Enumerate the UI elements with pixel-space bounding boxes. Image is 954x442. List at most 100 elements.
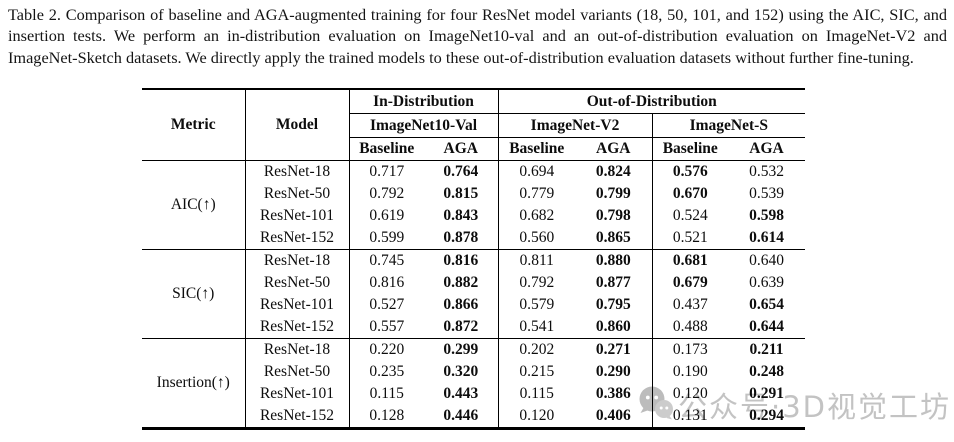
group-header-in-distribution: In-Distribution (348, 89, 498, 114)
value-cell: 0.717 (348, 160, 424, 183)
metric-block: AIC(↑) ResNet-18 0.717 0.764 0.694 0.824 0.576… (142, 160, 805, 250)
value-cell: 0.681 (651, 249, 728, 272)
value-cell: 0.670 (651, 183, 728, 205)
sub-header-aga: AGA (443, 140, 478, 157)
value-cell: 0.202 (497, 338, 575, 361)
value-cell: 0.386 (595, 385, 631, 402)
model-cell: ResNet-152 (244, 405, 349, 429)
table-row: ResNet-50 0.816 0.882 0.792 0.877 0.679 0.639 (142, 272, 805, 294)
value-cell: 0.235 (348, 361, 424, 383)
model-cell: ResNet-50 (244, 272, 349, 294)
metric-cell: Insertion(↑) (156, 374, 230, 391)
table-row: ResNet-50 0.792 0.815 0.779 0.799 0.670 0.539 (142, 183, 805, 205)
value-cell: 0.190 (651, 361, 728, 383)
value-cell: 0.679 (651, 272, 728, 294)
model-cell: ResNet-18 (244, 338, 349, 361)
value-cell: 0.799 (595, 185, 631, 202)
sub-header-baseline: Baseline (497, 137, 575, 161)
metric-block: SIC(↑) ResNet-18 0.745 0.816 0.811 0.880 0.681… (142, 249, 806, 339)
value-cell: 0.598 (749, 207, 784, 224)
value-cell: 0.795 (595, 296, 631, 313)
value-cell: 0.779 (497, 183, 575, 205)
sub-header-aga: AGA (596, 140, 631, 157)
table-row: ResNet-101 0.619 0.843 0.682 0.798 0.524 0.598 (142, 205, 805, 227)
value-cell: 0.211 (749, 341, 784, 358)
value-cell: 0.682 (497, 205, 575, 227)
value-cell: 0.173 (651, 338, 728, 361)
model-cell: ResNet-101 (244, 383, 349, 405)
table-header: Metric Model In-Distribution Out-of-Dist… (142, 89, 806, 161)
results-table-container: Metric Model In-Distribution Out-of-Dist… (142, 88, 806, 430)
col-header-metric: Metric (170, 116, 216, 133)
value-cell: 0.294 (749, 407, 784, 424)
value-cell: 0.614 (749, 229, 784, 246)
table-row: Insertion(↑) ResNet-18 0.220 0.299 0.202 0.27… (142, 338, 805, 391)
value-cell: 0.115 (497, 383, 575, 405)
value-cell: 0.745 (348, 249, 424, 272)
table-row: ResNet-152 0.128 0.446 0.120 0.406 0.131 0.294 (142, 405, 805, 429)
model-cell: ResNet-152 (244, 227, 349, 250)
model-cell: ResNet-50 (244, 183, 349, 205)
model-cell: ResNet-18 (244, 160, 349, 183)
value-cell: 0.798 (595, 207, 631, 224)
metric-block: Insertion(↑) ResNet-18 0.220 0.299 0.202 0.27… (142, 338, 806, 429)
dataset-header-imagenet-s: ImageNet-S (651, 113, 806, 138)
value-cell: 0.215 (497, 361, 575, 383)
value-cell: 0.579 (497, 294, 575, 316)
results-table: Metric Model In-Distribution Out-of-Dist… (142, 88, 806, 430)
value-cell: 0.128 (348, 405, 424, 429)
value-cell: 0.299 (443, 341, 479, 358)
sub-header-baseline: Baseline (348, 137, 424, 161)
value-cell: 0.640 (749, 252, 784, 269)
model-cell: ResNet-101 (244, 294, 349, 316)
value-cell: 0.877 (595, 274, 631, 291)
value-cell: 0.824 (595, 163, 631, 180)
value-cell: 0.639 (749, 274, 784, 291)
table-row: SIC(↑) ResNet-18 0.745 0.816 0.811 0.880 0.681… (142, 249, 805, 302)
value-cell: 0.539 (749, 185, 784, 202)
value-cell: 0.557 (348, 316, 424, 339)
value-cell: 0.792 (348, 183, 424, 205)
sub-header-baseline: Baseline (651, 137, 728, 161)
table-row: ResNet-152 0.599 0.878 0.560 0.865 0.521 0.614 (142, 227, 805, 250)
dataset-header-imagenet-v2: ImageNet-V2 (497, 113, 652, 138)
table-row: AIC(↑) ResNet-18 0.717 0.764 0.694 0.824 0.576… (142, 160, 805, 213)
value-cell: 0.816 (443, 252, 479, 269)
model-cell: ResNet-50 (244, 361, 349, 383)
value-cell: 0.120 (651, 383, 728, 405)
value-cell: 0.792 (497, 272, 575, 294)
value-cell: 0.541 (497, 316, 575, 339)
model-cell: ResNet-152 (244, 316, 349, 339)
dataset-header-imagenet10-val: ImageNet10-Val (348, 113, 498, 138)
value-cell: 0.115 (348, 383, 424, 405)
value-cell: 0.271 (595, 341, 631, 358)
value-cell: 0.860 (595, 318, 631, 335)
value-cell: 0.764 (443, 163, 479, 180)
value-cell: 0.599 (348, 227, 424, 250)
value-cell: 0.576 (651, 160, 728, 183)
table-row: ResNet-152 0.557 0.872 0.541 0.860 0.488 0.644 (142, 316, 805, 339)
value-cell: 0.290 (595, 363, 631, 380)
group-header-out-of-distribution: Out-of-Distribution (497, 89, 806, 114)
table-caption: Table 2. Comparison of baseline and AGA-… (8, 5, 947, 67)
value-cell: 0.654 (749, 296, 784, 313)
value-cell: 0.532 (749, 163, 784, 180)
value-cell: 0.880 (595, 252, 631, 269)
value-cell: 0.406 (595, 407, 631, 424)
value-cell: 0.811 (497, 249, 575, 272)
table-row: ResNet-101 0.527 0.866 0.579 0.795 0.437 0.654 (142, 294, 805, 316)
value-cell: 0.131 (651, 405, 728, 429)
value-cell: 0.866 (443, 296, 479, 313)
value-cell: 0.878 (443, 229, 479, 246)
value-cell: 0.694 (497, 160, 575, 183)
value-cell: 0.521 (651, 227, 728, 250)
value-cell: 0.446 (443, 407, 479, 424)
value-cell: 0.843 (443, 207, 479, 224)
metric-cell: SIC(↑) (172, 285, 215, 302)
table-row: ResNet-50 0.235 0.320 0.215 0.290 0.190 0.248 (142, 361, 805, 383)
value-cell: 0.644 (749, 318, 784, 335)
sub-header-aga: AGA (749, 140, 784, 157)
metric-cell: AIC(↑) (170, 196, 216, 213)
value-cell: 0.120 (497, 405, 575, 429)
